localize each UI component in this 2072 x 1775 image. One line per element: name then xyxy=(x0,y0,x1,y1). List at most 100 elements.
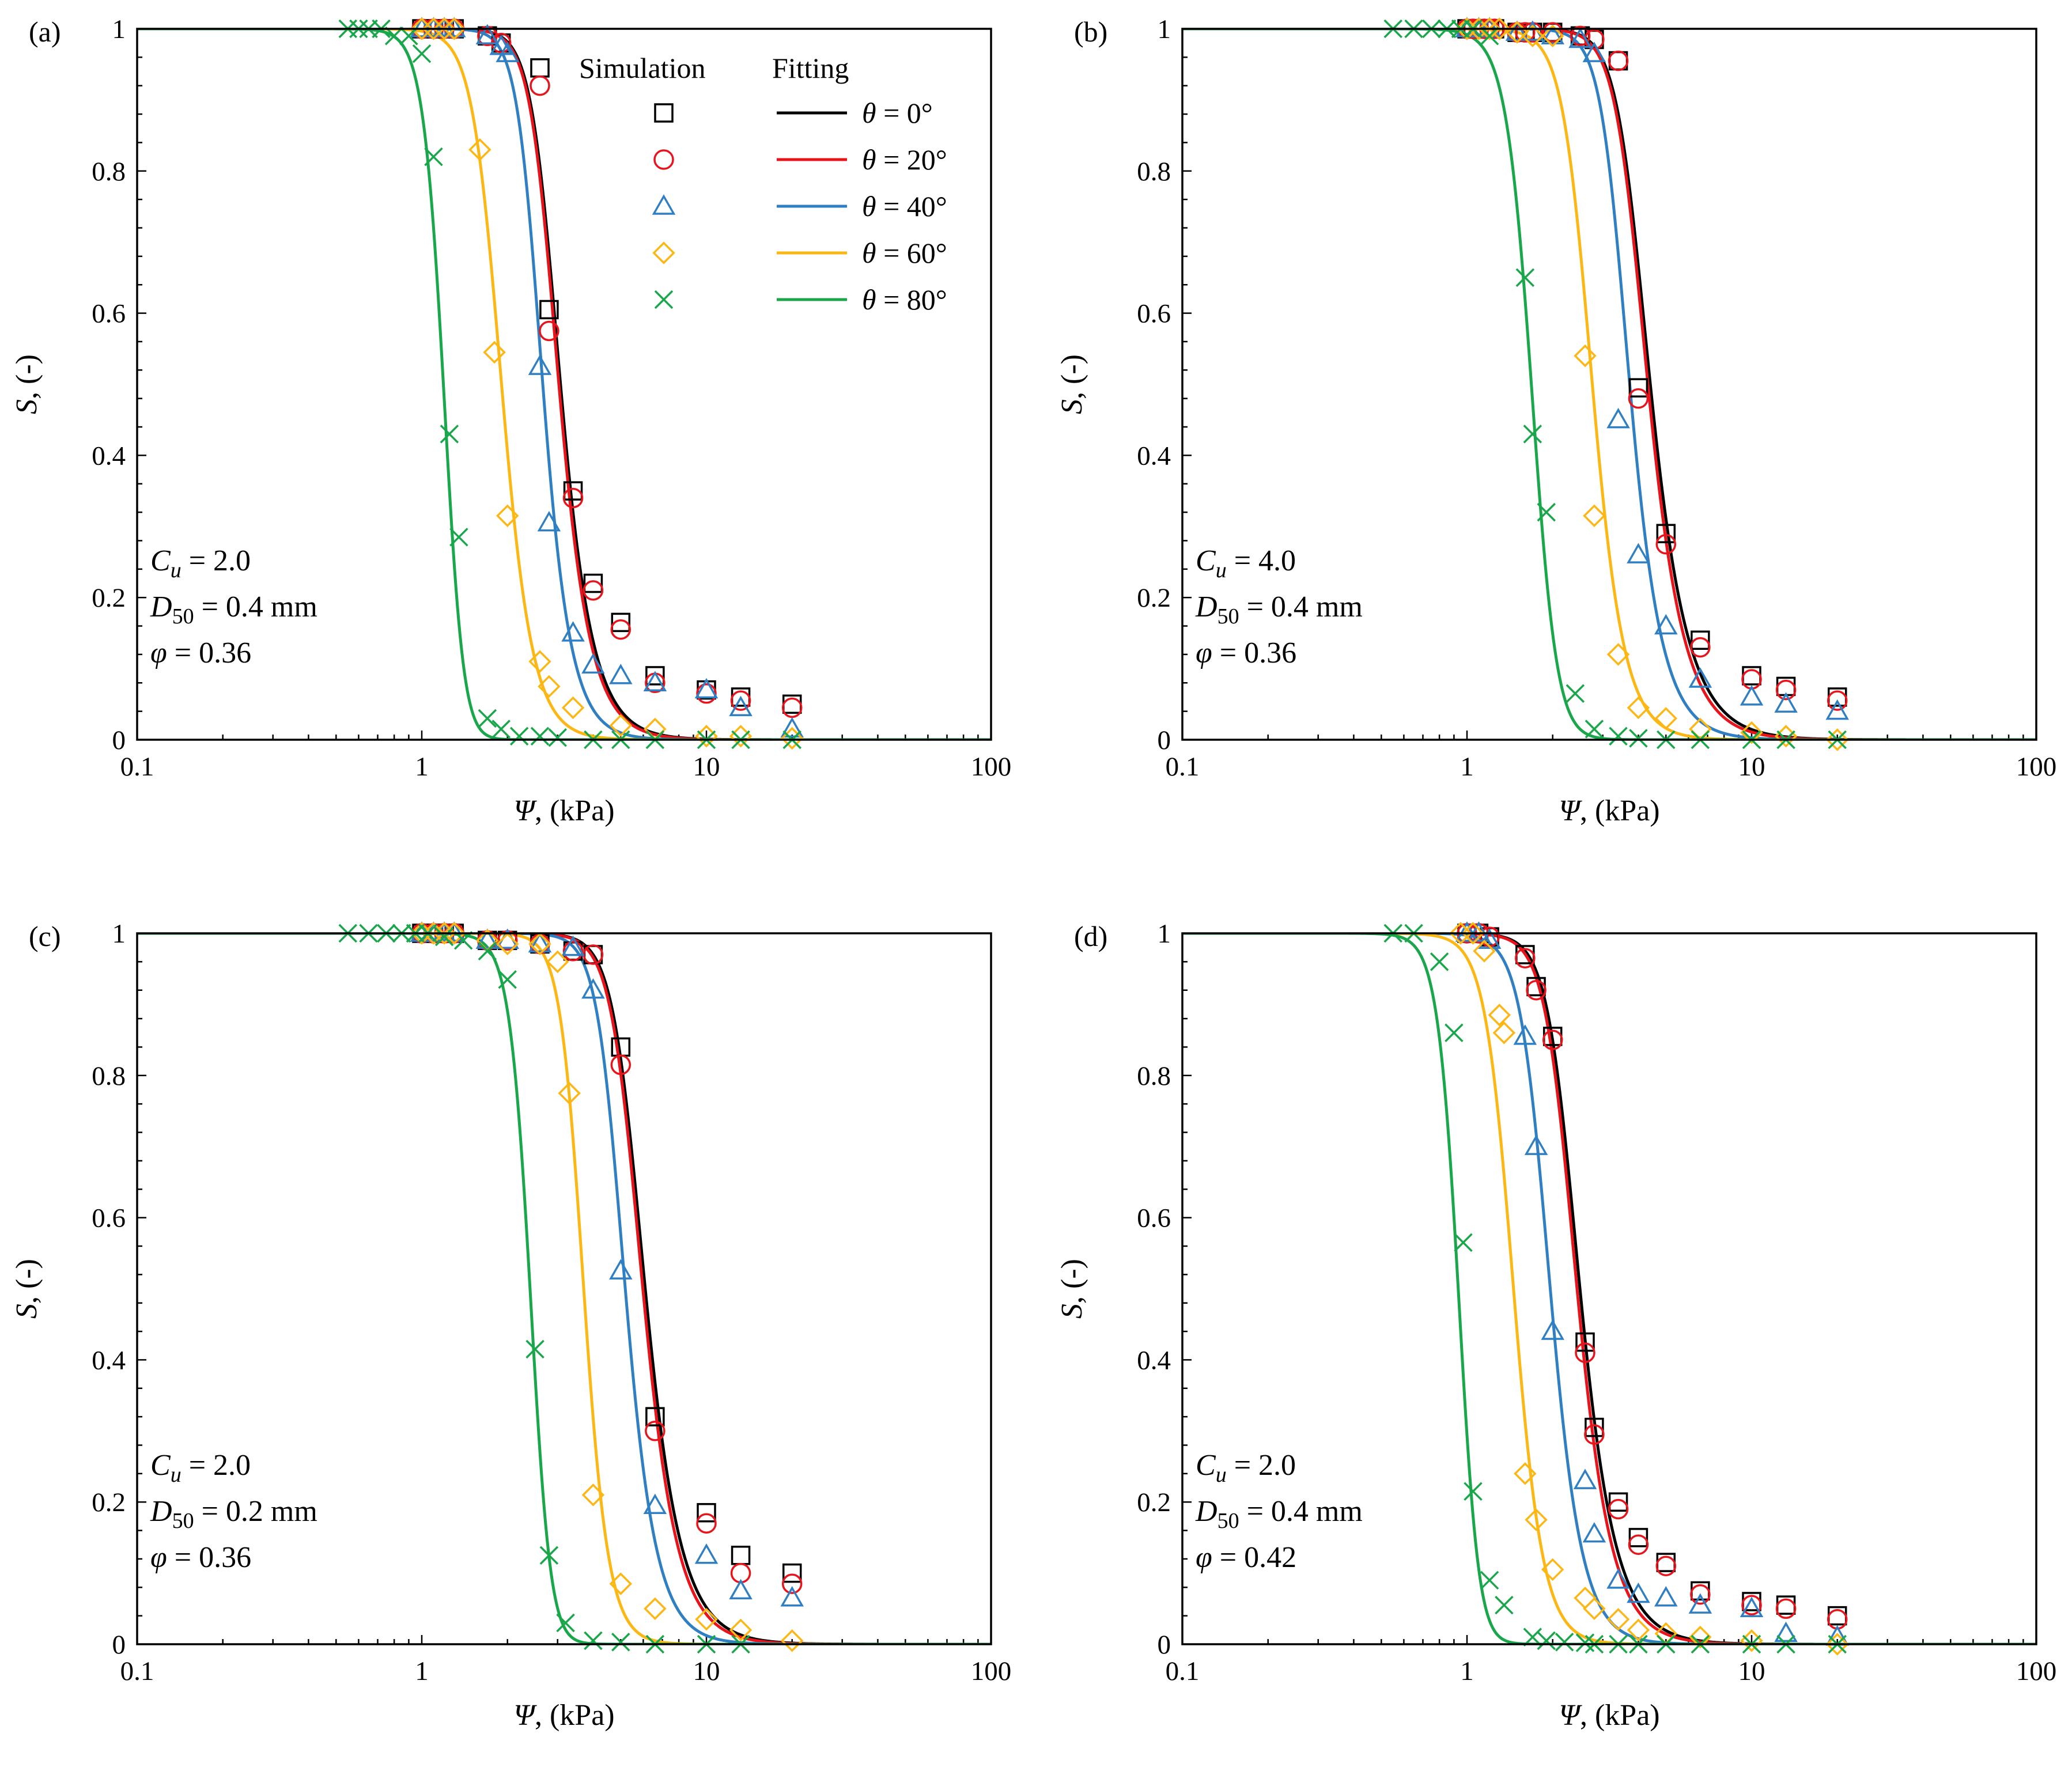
x-tick-label: 0.1 xyxy=(120,1656,154,1686)
y-tick-label: 0.6 xyxy=(1137,1203,1171,1233)
data-point xyxy=(422,922,445,945)
data-point xyxy=(696,683,717,704)
data-point xyxy=(475,24,500,45)
data-point xyxy=(1541,24,1564,45)
fit-curve xyxy=(137,29,991,740)
data-point xyxy=(731,1546,751,1565)
d50-eq: = xyxy=(1239,1495,1271,1528)
annotation-phi: φ = 0.36 xyxy=(150,1541,251,1574)
data-point xyxy=(496,932,519,956)
data-point xyxy=(561,696,585,720)
data-point xyxy=(449,528,468,547)
y-tick-label: 0.8 xyxy=(92,1061,126,1091)
annotation-cu: Cu = 2.0 xyxy=(150,1449,251,1487)
data-point xyxy=(528,650,551,673)
d50-value: 0.4 mm xyxy=(226,591,317,623)
data-point xyxy=(1689,1625,1712,1649)
x-tick-label: 0.1 xyxy=(1166,1656,1200,1686)
legend-label: θ = 0° xyxy=(862,97,933,129)
legend-label: θ = 20° xyxy=(862,143,947,176)
data-point xyxy=(1488,1004,1511,1027)
data-point xyxy=(410,17,433,40)
data-point xyxy=(782,1563,802,1583)
y-tick-label: 0.6 xyxy=(1137,299,1171,329)
data-point xyxy=(1627,543,1650,563)
data-point xyxy=(1825,728,1849,751)
data-point xyxy=(530,58,550,78)
data-point xyxy=(561,935,585,956)
data-point xyxy=(730,690,751,711)
data-point xyxy=(1583,504,1606,528)
data-point xyxy=(1655,1556,1677,1577)
data-point xyxy=(1688,667,1712,688)
fit-curve xyxy=(137,29,991,740)
d50-symbol: D xyxy=(1195,1495,1218,1528)
cu-subscript: u xyxy=(171,558,182,582)
x-tick-label: 100 xyxy=(2016,1656,2057,1686)
data-point xyxy=(1542,22,1563,43)
y-tick-label: 0 xyxy=(1158,725,1171,755)
data-point xyxy=(1585,1417,1604,1437)
data-point xyxy=(1555,1633,1574,1652)
annotation-d50: D50 = 0.4 mm xyxy=(150,591,317,629)
data-point xyxy=(1513,1024,1537,1045)
data-point xyxy=(563,481,583,501)
data-point xyxy=(1627,696,1650,720)
phi-symbol: φ xyxy=(1196,637,1212,669)
fit-curve xyxy=(1182,933,2036,1644)
panel-label: (d) xyxy=(1074,920,1107,952)
y-tick-label: 0.4 xyxy=(92,1345,126,1375)
phi-eq: = xyxy=(167,637,199,669)
legend-angle: 80° xyxy=(907,283,947,316)
data-point xyxy=(478,941,497,961)
data-point xyxy=(528,932,551,956)
simulation-markers xyxy=(338,921,804,1654)
data-point xyxy=(729,1579,753,1600)
cu-number: 4.0 xyxy=(1258,544,1296,577)
data-point xyxy=(645,666,665,686)
data-point xyxy=(583,573,603,593)
panel-label: (b) xyxy=(1074,16,1107,48)
data-point xyxy=(412,44,432,63)
data-point xyxy=(1585,720,1604,739)
data-point xyxy=(1627,1618,1650,1642)
data-point xyxy=(1445,1023,1464,1042)
data-point xyxy=(525,1339,545,1359)
y-tick-label: 0.4 xyxy=(1137,1345,1171,1375)
data-point xyxy=(694,678,719,699)
data-point xyxy=(1691,630,1710,650)
data-point xyxy=(1467,17,1491,40)
data-point xyxy=(1521,24,1544,48)
x-axis-symbol: Ψ xyxy=(1559,1699,1582,1732)
data-point xyxy=(1515,948,1536,968)
data-point xyxy=(643,1493,667,1515)
x-axis-unit: , (kPa) xyxy=(535,1699,615,1732)
legend-label: θ = 60° xyxy=(862,237,947,269)
y-tick-label: 0.6 xyxy=(92,1203,126,1233)
data-point xyxy=(1480,1570,1499,1590)
legend-eq: = xyxy=(876,237,907,269)
plot-frame xyxy=(1181,932,2037,1645)
cu-value: = xyxy=(1227,1449,1258,1482)
data-point xyxy=(433,17,456,40)
y-tick-label: 0.6 xyxy=(92,299,126,329)
fit-curve xyxy=(137,29,991,740)
x-axis-symbol: Ψ xyxy=(1559,794,1582,827)
data-point xyxy=(581,653,605,674)
legend-label: θ = 80° xyxy=(862,283,947,316)
y-tick-label: 0.8 xyxy=(92,157,126,187)
phi-symbol: φ xyxy=(150,1541,167,1574)
y-axis-unit: , (-) xyxy=(1056,1259,1088,1304)
x-tick-label: 0.1 xyxy=(120,752,154,782)
data-point xyxy=(1455,17,1479,40)
legend-eq: = xyxy=(876,190,907,222)
data-point xyxy=(562,487,584,509)
d50-subscript: 50 xyxy=(1218,1509,1239,1533)
data-point xyxy=(1606,643,1630,666)
data-point xyxy=(498,970,517,989)
data-point xyxy=(729,1618,753,1642)
cu-subscript: u xyxy=(1216,558,1227,582)
data-point xyxy=(443,17,466,37)
fit-curve xyxy=(1182,29,2036,740)
